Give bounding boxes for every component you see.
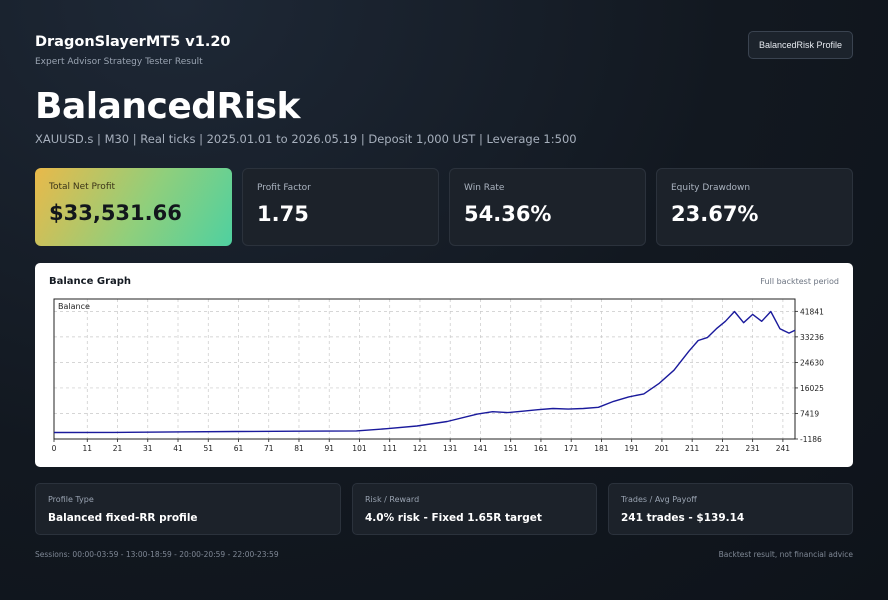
y-tick-label: 24630 xyxy=(800,358,824,367)
stat-card-equity-drawdown: Equity Drawdown 23.67% xyxy=(656,168,853,246)
x-tick-label: 231 xyxy=(745,444,760,453)
graph-title: Balance Graph xyxy=(49,276,132,287)
y-tick-label: 33236 xyxy=(800,333,824,342)
y-tick-label: 7419 xyxy=(800,409,819,418)
stat-value: $33,531.66 xyxy=(49,201,182,225)
x-tick-label: 161 xyxy=(534,444,549,453)
stat-value: 54.36% xyxy=(464,202,552,226)
stat-value: 23.67% xyxy=(671,202,759,226)
page-title: BalancedRisk xyxy=(35,86,300,127)
x-tick-label: 41 xyxy=(173,444,183,453)
x-tick-label: 91 xyxy=(324,444,334,453)
x-tick-label: 71 xyxy=(264,444,274,453)
x-tick-label: 11 xyxy=(82,444,92,453)
x-tick-label: 241 xyxy=(776,444,791,453)
disclaimer-footer: Backtest result, not financial advice xyxy=(718,550,853,559)
x-tick-label: 81 xyxy=(294,444,304,453)
x-tick-label: 101 xyxy=(352,444,367,453)
info-label: Trades / Avg Payoff xyxy=(621,495,697,504)
x-tick-label: 211 xyxy=(685,444,700,453)
balance-chart: Balance 0 11 21 31 41 51 61 71 81 91 101 111 121 131 14… xyxy=(52,298,824,453)
sessions-footer: Sessions: 00:00-03:59 - 13:00-18:59 - 20… xyxy=(35,550,279,559)
chart-title: Balance xyxy=(58,302,90,311)
x-tick-label: 131 xyxy=(443,444,458,453)
series-line-balance xyxy=(53,310,796,434)
info-card-profile-type: Profile Type Balanced fixed-RR profile xyxy=(35,483,341,535)
stat-label: Win Rate xyxy=(464,183,505,193)
stat-label: Total Net Profit xyxy=(49,182,116,192)
info-label: Profile Type xyxy=(48,495,94,504)
y-tick-label: -1186 xyxy=(800,435,822,444)
x-tick-label: 171 xyxy=(564,444,579,453)
y-tick-label: 41841 xyxy=(800,307,824,316)
profile-button[interactable]: BalancedRisk Profile xyxy=(748,31,853,59)
x-tick-label: 51 xyxy=(203,444,213,453)
stat-label: Equity Drawdown xyxy=(671,183,751,193)
y-tick-label: 16025 xyxy=(800,384,824,393)
info-card-trades-payoff: Trades / Avg Payoff 241 trades - $139.14 xyxy=(608,483,853,535)
test-parameters: XAUUSD.s | M30 | Real ticks | 2025.01.01… xyxy=(35,132,577,146)
info-label: Risk / Reward xyxy=(365,495,420,504)
app-title: DragonSlayerMT5 v1.20 xyxy=(35,34,231,50)
info-value: Balanced fixed-RR profile xyxy=(48,512,198,524)
x-tick-label: 21 xyxy=(113,444,123,453)
app-subtitle: Expert Advisor Strategy Tester Result xyxy=(35,57,203,67)
x-tick-label: 151 xyxy=(504,444,519,453)
stat-card-net-profit: Total Net Profit $33,531.66 xyxy=(35,168,232,246)
x-tick-label: 191 xyxy=(625,444,640,453)
x-tick-label: 121 xyxy=(413,444,428,453)
x-tick-label: 111 xyxy=(383,444,398,453)
info-value: 241 trades - $139.14 xyxy=(621,512,745,524)
x-tick-label: 221 xyxy=(715,444,730,453)
info-value: 4.0% risk - Fixed 1.65R target xyxy=(365,512,542,524)
x-tick-label: 61 xyxy=(234,444,244,453)
x-tick-label: 31 xyxy=(143,444,153,453)
x-tick-label: 0 xyxy=(52,444,57,453)
info-card-risk-reward: Risk / Reward 4.0% risk - Fixed 1.65R ta… xyxy=(352,483,597,535)
x-tick-label: 201 xyxy=(655,444,670,453)
stat-card-win-rate: Win Rate 54.36% xyxy=(449,168,646,246)
x-tick-label: 181 xyxy=(594,444,609,453)
stat-card-profit-factor: Profit Factor 1.75 xyxy=(242,168,439,246)
balance-graph-panel: Balance Graph Full backtest period Balan… xyxy=(35,263,853,467)
stat-label: Profit Factor xyxy=(257,183,311,193)
plot-frame xyxy=(53,298,796,440)
x-tick-label: 141 xyxy=(473,444,488,453)
graph-note: Full backtest period xyxy=(760,277,839,286)
stat-value: 1.75 xyxy=(257,202,309,226)
